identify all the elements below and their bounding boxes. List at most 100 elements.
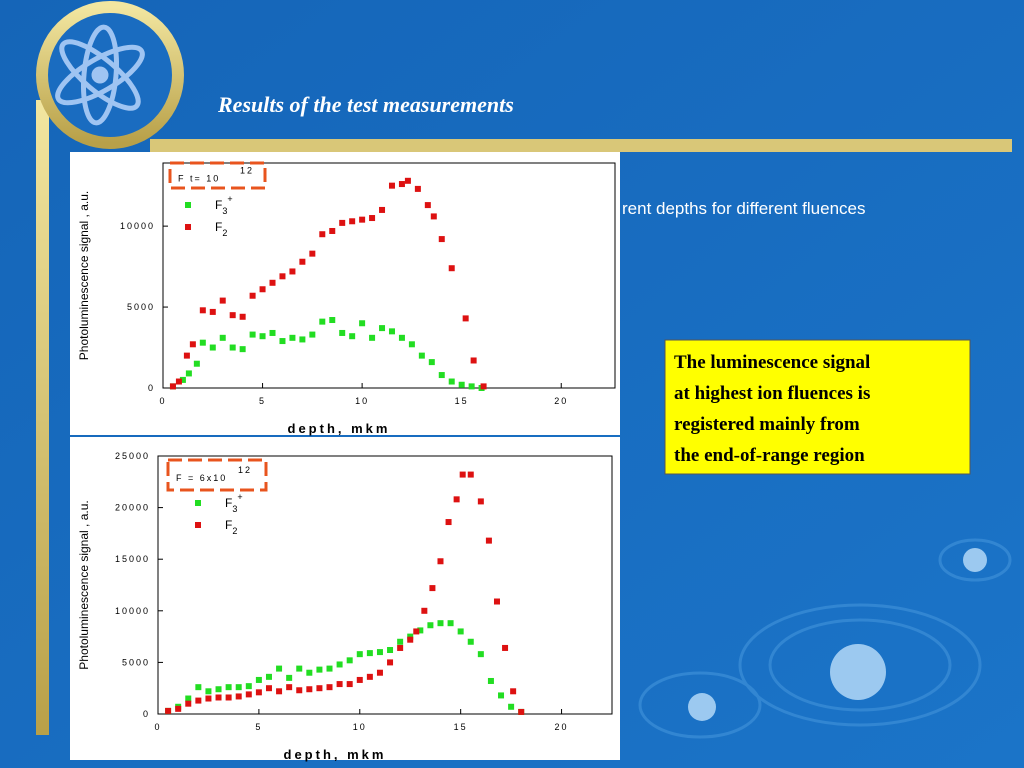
x-tick-label: 5 (255, 722, 262, 732)
data-point (359, 320, 366, 327)
data-point (418, 352, 425, 359)
gold-bar-vertical (36, 100, 49, 735)
data-point (369, 215, 376, 222)
x-tick-label: 5 (259, 396, 266, 406)
data-point (209, 344, 216, 351)
note-line: at highest ion fluences is (674, 383, 870, 404)
annotation-exponent: 12 (238, 465, 252, 475)
chart-panel (70, 437, 620, 760)
gold-bar-horizontal (150, 139, 1012, 152)
data-point (379, 325, 386, 332)
data-point (414, 185, 421, 192)
data-point (296, 687, 303, 694)
legend-label-part: F (215, 220, 222, 234)
data-point (235, 684, 242, 691)
data-point (468, 383, 475, 390)
data-point (279, 338, 286, 345)
data-point (366, 650, 373, 657)
y-tick-label: 0 (143, 709, 150, 719)
data-point (424, 202, 431, 209)
y-tick-label: 25000 (115, 451, 150, 461)
data-point (269, 279, 276, 286)
data-point (276, 665, 283, 672)
data-point (448, 265, 455, 272)
data-point (326, 665, 333, 672)
data-point (319, 318, 326, 325)
data-point (458, 381, 465, 388)
plot-frame (157, 455, 613, 715)
data-point (408, 341, 415, 348)
data-point (249, 292, 256, 299)
x-axis-label: depth, mkm (288, 421, 391, 436)
data-point (316, 666, 323, 673)
data-point (265, 685, 272, 692)
annotation-exponent: 12 (240, 166, 254, 176)
data-point (407, 636, 414, 643)
data-point (309, 331, 316, 338)
plot-frame (162, 162, 616, 389)
legend-label-part: F (215, 198, 222, 212)
data-point (379, 206, 386, 213)
data-point (235, 693, 242, 700)
data-point (255, 676, 262, 683)
data-point (339, 219, 346, 226)
ripples (638, 538, 1012, 739)
data-point (388, 182, 395, 189)
legend-label-part: 3 (222, 206, 227, 216)
data-point (346, 681, 353, 688)
atom-logo (55, 24, 145, 126)
data-point (453, 496, 460, 503)
data-point (459, 471, 466, 478)
data-point (413, 628, 420, 635)
legend-swatch (185, 202, 191, 208)
data-point (309, 250, 316, 257)
data-point (369, 334, 376, 341)
data-point (407, 633, 414, 640)
legend-label-part: + (227, 194, 232, 204)
legend-label: F2 (215, 220, 227, 238)
data-point (398, 334, 405, 341)
data-point (346, 657, 353, 664)
note-line: the end-of-range region (674, 445, 865, 466)
data-point (421, 607, 428, 614)
data-point (485, 537, 492, 544)
data-point (239, 346, 246, 353)
y-axis-label: Photoluminescence signal , a.u. (77, 191, 91, 360)
data-point (279, 273, 286, 280)
data-point (205, 695, 212, 702)
legend-label-part: 2 (222, 228, 227, 238)
data-point (225, 694, 232, 701)
y-tick-label: 0 (148, 383, 155, 393)
data-point (199, 307, 206, 314)
data-point (225, 684, 232, 691)
data-point (457, 628, 464, 635)
data-point (219, 334, 226, 341)
data-point (518, 708, 525, 715)
data-point (259, 286, 266, 293)
data-point (487, 677, 494, 684)
data-point (195, 684, 202, 691)
x-tick-label: 10 (353, 722, 367, 732)
data-point (199, 339, 206, 346)
data-point (387, 659, 394, 666)
data-point (183, 352, 190, 359)
data-point (205, 688, 212, 695)
data-point (388, 328, 395, 335)
data-point (185, 370, 192, 377)
data-point (239, 313, 246, 320)
data-point (289, 268, 296, 275)
annotation: F t= 10 (178, 174, 220, 184)
data-point (219, 297, 226, 304)
data-point (229, 312, 236, 319)
note-text: The luminescence signal at highest ion f… (674, 352, 870, 466)
note-line: registered mainly from (674, 414, 860, 435)
data-point (462, 315, 469, 322)
data-point (329, 317, 336, 324)
data-point (356, 651, 363, 658)
data-point (447, 620, 454, 627)
data-point (477, 651, 484, 658)
legend-label: F2 (225, 518, 237, 536)
x-axis-label: depth, mkm (284, 747, 387, 762)
data-point (448, 378, 455, 385)
